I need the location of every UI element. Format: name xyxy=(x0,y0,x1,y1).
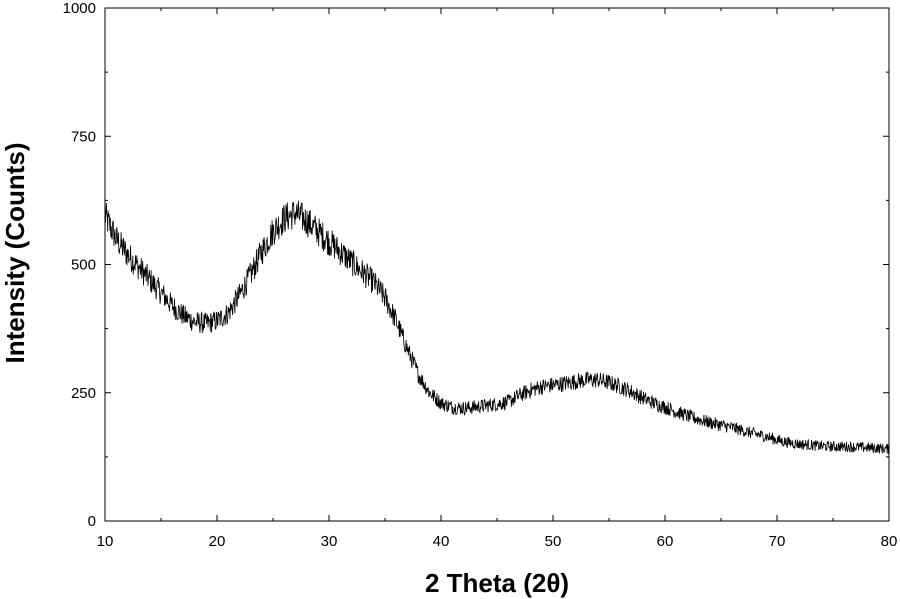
x-tick-label: 20 xyxy=(209,533,226,550)
x-tick-label: 60 xyxy=(657,533,674,550)
x-tick-label: 70 xyxy=(769,533,786,550)
x-tick-label: 80 xyxy=(881,533,898,550)
intensity-line xyxy=(104,200,890,455)
y-tick-label: 750 xyxy=(71,128,96,145)
x-axis-title: 2 Theta (2θ) xyxy=(425,568,569,598)
y-tick-label: 1000 xyxy=(63,0,96,17)
y-axis-ticks: 0 250 500 750 1000 xyxy=(63,0,889,530)
y-tick-label: 500 xyxy=(71,257,96,274)
y-tick-label: 250 xyxy=(71,385,96,402)
x-tick-label: 30 xyxy=(321,533,338,550)
x-tick-label: 50 xyxy=(545,533,562,550)
plot-frame xyxy=(104,7,890,522)
x-tick-label: 40 xyxy=(433,533,450,550)
x-tick-label: 10 xyxy=(97,533,114,550)
y-axis-title: Intensity (Counts) xyxy=(0,143,30,364)
y-tick-label: 0 xyxy=(88,513,96,530)
x-axis-ticks: 10 20 30 40 50 60 70 80 xyxy=(97,8,898,550)
